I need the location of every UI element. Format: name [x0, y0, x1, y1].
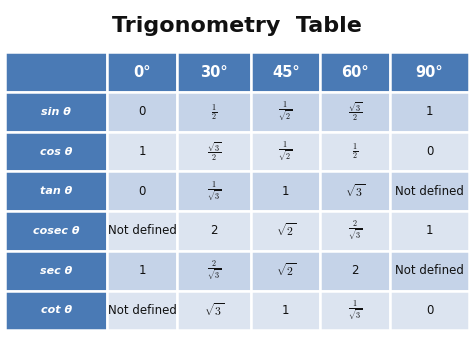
Bar — [177, 92, 251, 132]
Bar — [5, 211, 108, 251]
Text: $\frac{2}{\sqrt{3}}$: $\frac{2}{\sqrt{3}}$ — [348, 218, 362, 243]
Bar — [108, 172, 177, 211]
Text: 2: 2 — [210, 224, 218, 238]
Bar — [390, 92, 469, 132]
Bar — [320, 92, 390, 132]
Bar — [251, 52, 320, 92]
Text: 0: 0 — [138, 105, 146, 118]
Bar — [390, 52, 469, 92]
Bar — [5, 52, 108, 92]
Bar — [5, 92, 108, 132]
Text: 1: 1 — [282, 304, 290, 317]
Bar — [177, 132, 251, 172]
Bar — [251, 251, 320, 290]
Bar — [390, 251, 469, 290]
Text: $\frac{1}{\sqrt{3}}$: $\frac{1}{\sqrt{3}}$ — [348, 298, 362, 323]
Text: $\frac{\sqrt{3}}{2}$: $\frac{\sqrt{3}}{2}$ — [207, 141, 221, 163]
Text: $\sqrt{3}$: $\sqrt{3}$ — [345, 183, 365, 200]
Text: $\sqrt{2}$: $\sqrt{2}$ — [276, 262, 296, 279]
Bar — [251, 211, 320, 251]
Text: $\frac{1}{\sqrt{2}}$: $\frac{1}{\sqrt{2}}$ — [278, 99, 293, 124]
Text: $\frac{1}{\sqrt{3}}$: $\frac{1}{\sqrt{3}}$ — [207, 179, 221, 204]
Bar — [390, 132, 469, 172]
Bar — [320, 290, 390, 330]
Text: $\sqrt{3}$: $\sqrt{3}$ — [204, 302, 224, 319]
Text: 1: 1 — [426, 224, 433, 238]
Text: 1: 1 — [426, 105, 433, 118]
Text: $\frac{1}{2}$: $\frac{1}{2}$ — [352, 142, 358, 161]
Bar — [390, 211, 469, 251]
Bar — [251, 132, 320, 172]
Text: $\frac{1}{2}$: $\frac{1}{2}$ — [211, 102, 217, 122]
Bar — [108, 211, 177, 251]
Bar — [5, 172, 108, 211]
Bar — [251, 92, 320, 132]
Text: 45°: 45° — [272, 65, 300, 80]
Bar — [108, 251, 177, 290]
Text: Not defined: Not defined — [395, 264, 464, 277]
Bar — [251, 290, 320, 330]
Text: 60°: 60° — [341, 65, 369, 80]
Text: 1: 1 — [282, 185, 290, 198]
Text: 0: 0 — [426, 145, 433, 158]
Bar — [5, 251, 108, 290]
Text: sin θ: sin θ — [41, 107, 71, 117]
Bar — [108, 92, 177, 132]
Text: 0: 0 — [138, 185, 146, 198]
Text: tan θ: tan θ — [40, 186, 72, 196]
Bar — [320, 52, 390, 92]
Text: $\frac{1}{\sqrt{2}}$: $\frac{1}{\sqrt{2}}$ — [278, 139, 293, 164]
Bar — [320, 172, 390, 211]
Text: 30°: 30° — [200, 65, 228, 80]
Bar — [108, 290, 177, 330]
Bar — [390, 172, 469, 211]
Bar — [320, 251, 390, 290]
Bar — [320, 132, 390, 172]
Text: 2: 2 — [351, 264, 359, 277]
Bar — [177, 211, 251, 251]
Bar — [5, 132, 108, 172]
Text: Not defined: Not defined — [395, 185, 464, 198]
Text: $\frac{2}{\sqrt{3}}$: $\frac{2}{\sqrt{3}}$ — [207, 258, 221, 283]
Text: Not defined: Not defined — [108, 224, 176, 238]
Text: cos θ: cos θ — [40, 147, 72, 156]
Text: $\sqrt{2}$: $\sqrt{2}$ — [276, 222, 296, 239]
Bar — [390, 290, 469, 330]
Bar — [177, 172, 251, 211]
Text: Trigonometry  Table: Trigonometry Table — [112, 16, 362, 36]
Text: 0: 0 — [426, 304, 433, 317]
Bar — [320, 211, 390, 251]
Bar — [177, 251, 251, 290]
Bar — [177, 52, 251, 92]
Bar — [108, 132, 177, 172]
Bar — [5, 290, 108, 330]
Text: cot θ: cot θ — [40, 305, 72, 315]
Bar — [177, 290, 251, 330]
Text: sec θ: sec θ — [40, 266, 72, 276]
Bar — [108, 52, 177, 92]
Text: Not defined: Not defined — [108, 304, 176, 317]
Text: $\frac{\sqrt{3}}{2}$: $\frac{\sqrt{3}}{2}$ — [348, 101, 362, 123]
Text: 1: 1 — [138, 264, 146, 277]
Text: 90°: 90° — [416, 65, 443, 80]
Text: 1: 1 — [138, 145, 146, 158]
Text: cosec θ: cosec θ — [33, 226, 79, 236]
Bar — [251, 172, 320, 211]
Text: 0°: 0° — [133, 65, 151, 80]
